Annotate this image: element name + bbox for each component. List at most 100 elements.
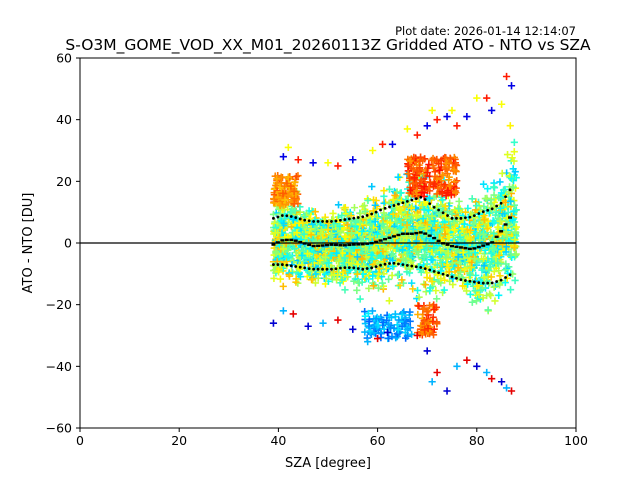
mean_plus_std-marker (365, 214, 369, 217)
data-point (424, 306, 432, 315)
data-point (289, 215, 297, 224)
data-point (475, 229, 484, 237)
data-point (284, 191, 292, 199)
mean-marker (284, 238, 289, 242)
data-point (468, 258, 476, 267)
data-point (274, 268, 283, 276)
data-point (483, 225, 491, 233)
data-point (489, 244, 497, 253)
data-point (291, 207, 299, 215)
data-point (419, 215, 427, 223)
data-point (469, 220, 477, 228)
outlier-point (453, 362, 461, 370)
outlier-point (309, 159, 317, 167)
data-point (417, 176, 425, 184)
data-point (429, 256, 437, 264)
data-point (279, 245, 287, 253)
data-point (341, 254, 349, 262)
data-point (290, 245, 299, 253)
mean-marker (338, 244, 343, 247)
data-point (443, 170, 452, 178)
data-point (276, 202, 285, 210)
y-axis: −60 −40 −20 0 20 40 60 (46, 51, 80, 436)
mean_plus_std-marker (423, 198, 427, 201)
mean_plus_std-marker (410, 198, 414, 202)
data-point (377, 333, 385, 342)
data-point (498, 240, 507, 249)
outlier-point (488, 375, 496, 383)
data-point (483, 185, 492, 193)
data-point (291, 178, 299, 187)
data-point (480, 273, 488, 282)
data-point (423, 169, 431, 177)
data-point (385, 334, 393, 342)
data-point (334, 201, 343, 209)
mean_minus_std-marker (459, 278, 463, 282)
data-point (417, 268, 425, 276)
mean-marker (365, 242, 370, 245)
mean-marker (293, 239, 298, 242)
data-point (511, 235, 519, 244)
data-point (396, 206, 405, 214)
mean_plus_std-marker (414, 197, 418, 201)
y-tick-label: −60 (46, 421, 72, 436)
data-point (369, 272, 377, 280)
data-point (400, 203, 408, 211)
data-point (403, 221, 411, 229)
data-point (273, 175, 281, 183)
mean_minus_std-marker (397, 262, 400, 266)
data-point (481, 246, 490, 254)
data-point (448, 259, 456, 267)
mean-marker (396, 233, 401, 237)
y-tick-label: −20 (46, 297, 72, 312)
data-point (498, 234, 507, 242)
data-point (496, 204, 505, 212)
data-point (293, 228, 301, 237)
mean-marker (485, 243, 490, 246)
data-point (386, 219, 395, 227)
mean-marker (427, 234, 432, 237)
data-point (430, 217, 439, 225)
mean_plus_std-marker (477, 212, 481, 215)
data-point (374, 321, 382, 329)
outlier-point (413, 331, 421, 340)
data-point (441, 202, 449, 210)
mean-marker (409, 232, 414, 235)
mean-marker (494, 235, 499, 239)
mean-marker (383, 237, 388, 241)
mean_minus_std-marker (419, 266, 423, 269)
data-point (480, 216, 488, 224)
data-point (495, 251, 503, 260)
data-point (474, 223, 482, 231)
data-point (391, 310, 399, 318)
x-tick-label: 100 (564, 433, 588, 448)
data-point (511, 276, 519, 285)
outlier-point (388, 140, 397, 148)
data-point (402, 195, 410, 204)
mean-marker (423, 232, 428, 235)
mean_minus_std-marker (347, 266, 351, 270)
data-point (383, 224, 391, 233)
outlier-point (349, 156, 357, 164)
data-point (410, 153, 418, 161)
mean_minus_std-marker (303, 266, 307, 270)
data-point (334, 271, 342, 279)
mean_minus_std-marker (455, 276, 458, 280)
outlier-point (498, 378, 506, 386)
data-point (292, 172, 300, 181)
data-point (429, 162, 437, 170)
data-point (436, 247, 445, 255)
data-point (496, 217, 504, 226)
data-point (378, 227, 386, 235)
data-point (487, 291, 495, 300)
mean_plus_std-marker (316, 220, 320, 223)
data-point (422, 225, 430, 233)
data-point (410, 173, 418, 182)
x-axis: 0 20 40 60 80 100 (76, 428, 588, 448)
data-point (462, 287, 471, 295)
data-point (314, 274, 322, 282)
data-point (503, 232, 511, 240)
data-point (277, 173, 285, 181)
data-point (468, 195, 476, 203)
mean_plus_std-marker (508, 188, 512, 192)
